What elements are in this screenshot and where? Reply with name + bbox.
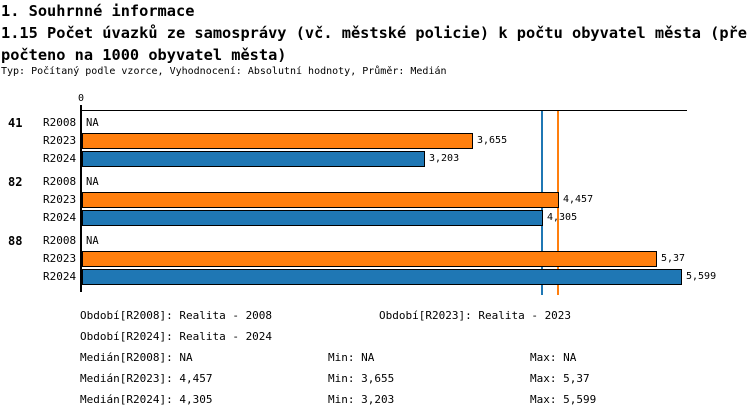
- na-value-label: NA: [86, 176, 99, 188]
- indicator-meta-line: Typ: Počítaný podle vzorce, Vyhodnocení:…: [1, 66, 447, 77]
- indicator-title-line-2: počteno na 1000 obyvatel města): [1, 46, 287, 64]
- bar-value-label: 3,203: [429, 153, 460, 164]
- y-axis-line: [80, 105, 82, 292]
- bar-value-label: 5,37: [661, 253, 686, 264]
- bar-value-label: 5,599: [686, 271, 717, 282]
- legend-cell: Období[R2024]: Realita - 2024: [80, 330, 273, 343]
- row-label-r2008: R2008: [43, 175, 77, 188]
- legend-cell: Období[R2008]: Realita - 2008: [80, 309, 273, 322]
- bar-value-label: 4,457: [563, 194, 594, 205]
- bar-41-r2023: [82, 133, 473, 149]
- legend-cell: Max: 5,37: [530, 372, 590, 385]
- x-axis-tick-zero: 0: [77, 93, 85, 104]
- group-label-41: 41: [8, 116, 23, 130]
- row-label-r2008: R2008: [43, 116, 77, 129]
- report-section-title: 1. Souhrnné informace: [1, 2, 195, 20]
- legend-cell: Max: NA: [530, 351, 577, 364]
- bar-82-r2024: [82, 210, 543, 226]
- row-label-r2024: R2024: [43, 152, 77, 165]
- row-label-r2023: R2023: [43, 252, 77, 265]
- bar-88-r2024: [82, 269, 682, 285]
- legend-cell: Medián[R2008]: NA: [80, 351, 193, 364]
- legend-cell: Min: 3,655: [328, 372, 395, 385]
- row-label-r2024: R2024: [43, 270, 77, 283]
- x-axis-top-line: [80, 110, 687, 111]
- bar-82-r2023: [82, 192, 559, 208]
- legend-cell: Min: 3,203: [328, 393, 395, 406]
- indicator-title-line-1: 1.15 Počet úvazků ze samosprávy (vč. měs…: [1, 24, 747, 42]
- legend-cell: Medián[R2023]: 4,457: [80, 372, 213, 385]
- bar-value-label: 4,305: [547, 212, 578, 223]
- legend-cell: Min: NA: [328, 351, 375, 364]
- na-value-label: NA: [86, 117, 99, 129]
- row-label-r2023: R2023: [43, 134, 77, 147]
- bar-41-r2024: [82, 151, 425, 167]
- legend-cell: Medián[R2024]: 4,305: [80, 393, 213, 406]
- legend-cell: Max: 5,599: [530, 393, 597, 406]
- na-value-label: NA: [86, 235, 99, 247]
- row-label-r2024: R2024: [43, 211, 77, 224]
- row-label-r2023: R2023: [43, 193, 77, 206]
- group-label-82: 82: [8, 175, 23, 189]
- bar-88-r2023: [82, 251, 657, 267]
- bar-value-label: 3,655: [477, 135, 508, 146]
- row-label-r2008: R2008: [43, 234, 77, 247]
- group-label-88: 88: [8, 234, 23, 248]
- legend-cell: Období[R2023]: Realita - 2023: [379, 309, 572, 322]
